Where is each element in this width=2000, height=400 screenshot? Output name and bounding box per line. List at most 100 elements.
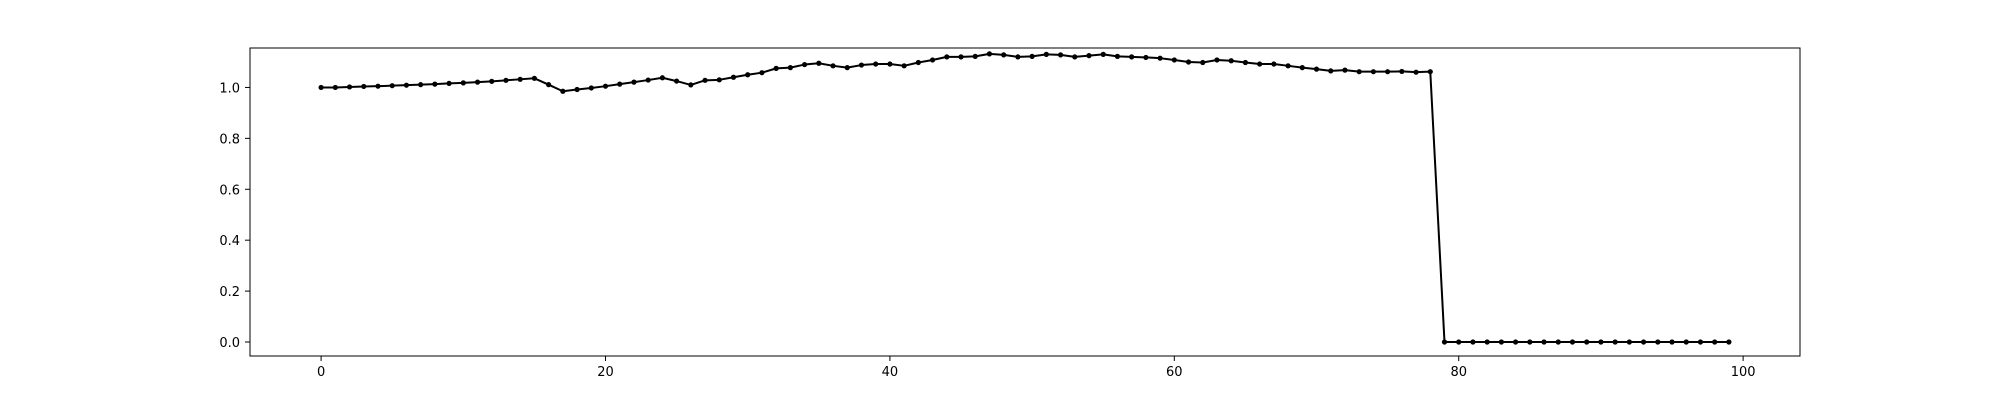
- data-point: [489, 78, 495, 84]
- data-point: [602, 83, 609, 89]
- y-tick-label: 0.2: [219, 285, 240, 300]
- data-point: [944, 54, 950, 60]
- plot-area: [249, 47, 1801, 357]
- data-point: [730, 74, 737, 80]
- data-point: [1441, 339, 1448, 345]
- data-point: [759, 70, 765, 76]
- data-point: [1356, 69, 1362, 75]
- data-point: [1669, 339, 1675, 345]
- y-tick-label: 1.0: [219, 81, 240, 96]
- data-point: [702, 77, 708, 83]
- data-point: [1569, 339, 1576, 345]
- data-point: [446, 80, 452, 86]
- data-point: [1512, 339, 1519, 345]
- data-point: [1399, 68, 1405, 75]
- x-tick-label: 20: [597, 365, 614, 380]
- data-point: [745, 72, 751, 78]
- x-tick-label: 40: [882, 365, 899, 380]
- data-point: [1043, 51, 1049, 57]
- data-point: [688, 82, 694, 88]
- y-axis: 0.0 0.2 0.4 0.6 0.8 1.0: [219, 81, 250, 351]
- data-point: [1541, 339, 1547, 345]
- data-point: [1484, 339, 1490, 345]
- data-point: [460, 80, 466, 86]
- data-point: [1200, 59, 1206, 66]
- data-point: [1015, 54, 1021, 60]
- data-point: [1427, 69, 1433, 75]
- data-point: [531, 75, 538, 81]
- y-tick-label: 0.8: [219, 132, 240, 147]
- data-point: [787, 65, 793, 71]
- data-point: [816, 60, 822, 66]
- data-point: [1683, 339, 1689, 345]
- data-point: [674, 78, 680, 84]
- data-point: [1584, 339, 1590, 345]
- data-point: [958, 54, 964, 60]
- data-point: [1527, 339, 1533, 345]
- data-point: [1640, 339, 1647, 345]
- data-point: [631, 79, 637, 85]
- data-point: [1114, 53, 1121, 60]
- data-point: [1655, 339, 1661, 345]
- data-point: [1612, 339, 1618, 345]
- data-point: [645, 77, 651, 83]
- data-point: [418, 82, 424, 88]
- data-point: [1342, 67, 1348, 73]
- data-point: [1626, 339, 1632, 345]
- data-point: [1157, 55, 1163, 61]
- data-point: [915, 59, 921, 66]
- data-point: [1285, 63, 1291, 69]
- x-tick-label: 100: [1731, 365, 1756, 380]
- x-tick-label: 60: [1166, 365, 1183, 380]
- data-point: [929, 57, 936, 63]
- x-tick-label: 80: [1450, 365, 1467, 380]
- data-point: [1726, 339, 1732, 345]
- data-point: [1100, 51, 1106, 57]
- data-point: [1072, 54, 1078, 60]
- data-point: [1385, 69, 1391, 75]
- y-tick-label: 0.4: [219, 234, 240, 249]
- data-point: [588, 85, 594, 91]
- data-point: [1086, 53, 1092, 59]
- x-axis: 0 20 40 60 80 100: [317, 356, 1756, 380]
- data-point: [716, 77, 722, 83]
- plot-frame: [249, 47, 1801, 357]
- data-point: [332, 84, 338, 91]
- data-point: [986, 51, 993, 57]
- data-point: [873, 61, 879, 67]
- data-point: [1185, 59, 1192, 65]
- data-point: [858, 62, 865, 68]
- x-tick-label: 0: [317, 365, 325, 380]
- data-point: [1271, 61, 1277, 67]
- data-point: [1413, 69, 1419, 75]
- data-point: [887, 61, 893, 67]
- data-point: [830, 63, 836, 69]
- data-point: [361, 83, 367, 90]
- data-point: [1171, 57, 1177, 63]
- data-point: [1057, 52, 1064, 58]
- data-point: [1001, 52, 1007, 58]
- data-point: [1712, 339, 1718, 345]
- data-point: [375, 83, 381, 89]
- data-point: [1257, 61, 1263, 67]
- data-point: [659, 75, 665, 81]
- series-layer: [318, 51, 1732, 345]
- data-point: [432, 81, 438, 87]
- data-point: [560, 88, 566, 94]
- y-tick-label: 0.0: [219, 336, 240, 351]
- data-point: [503, 77, 509, 83]
- data-point: [1313, 66, 1320, 72]
- data-point: [474, 79, 481, 85]
- data-point: [901, 63, 907, 69]
- y-tick-label: 0.6: [219, 183, 240, 198]
- data-point: [546, 82, 552, 88]
- data-point: [1555, 339, 1561, 345]
- data-point: [1498, 339, 1504, 345]
- data-point: [574, 86, 580, 93]
- data-point: [773, 65, 779, 71]
- data-point: [1697, 339, 1704, 345]
- data-point: [1242, 59, 1249, 66]
- data-point: [1598, 339, 1604, 345]
- data-point: [1129, 54, 1135, 60]
